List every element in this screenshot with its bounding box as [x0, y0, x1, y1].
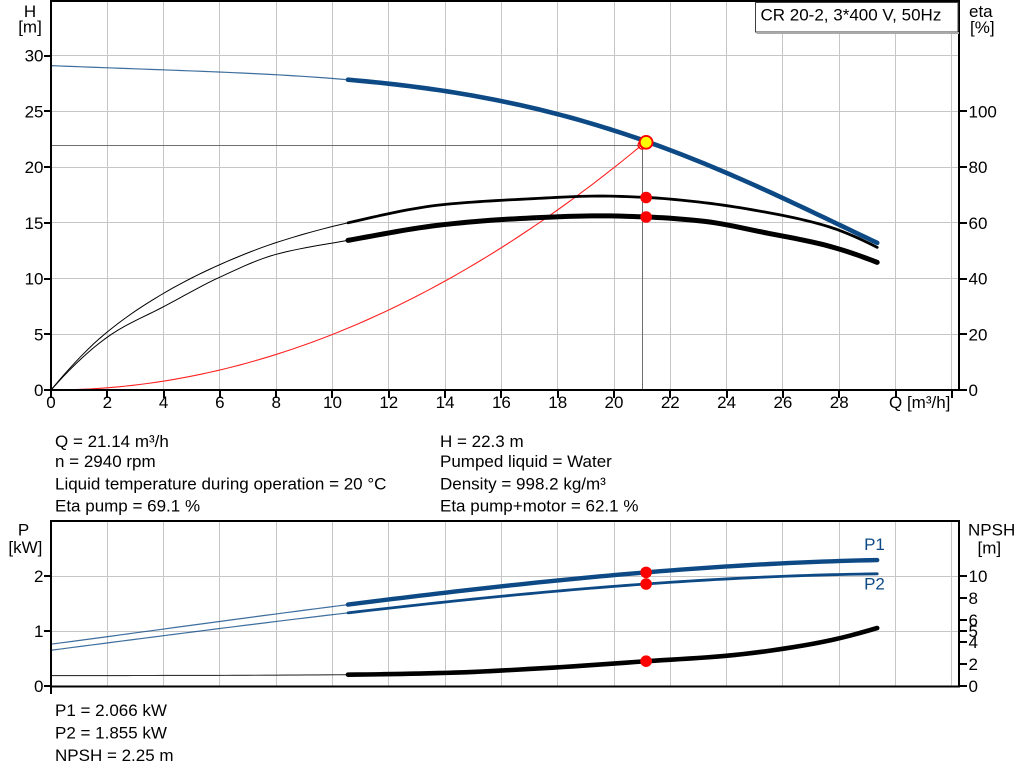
svg-text:25: 25 — [25, 102, 44, 121]
svg-text:H: H — [24, 2, 36, 21]
svg-text:6: 6 — [215, 393, 224, 412]
svg-text:0: 0 — [46, 393, 55, 412]
svg-text:P2: P2 — [864, 574, 885, 593]
svg-text:10: 10 — [323, 393, 342, 412]
svg-text:Q = 21.14 m³/h: Q = 21.14 m³/h — [55, 432, 169, 451]
svg-text:28: 28 — [830, 393, 849, 412]
svg-text:Pumped liquid = Water: Pumped liquid = Water — [440, 452, 612, 471]
svg-text:[m]: [m] — [978, 538, 1002, 557]
svg-text:8: 8 — [969, 589, 978, 608]
svg-text:4: 4 — [159, 393, 168, 412]
svg-text:30: 30 — [25, 47, 44, 66]
svg-text:20: 20 — [605, 393, 624, 412]
svg-text:15: 15 — [25, 214, 44, 233]
svg-text:10: 10 — [969, 567, 988, 586]
svg-text:[%]: [%] — [970, 18, 995, 37]
svg-text:[m]: [m] — [18, 18, 42, 37]
svg-text:4: 4 — [969, 633, 978, 652]
svg-text:20: 20 — [25, 158, 44, 177]
svg-text:22: 22 — [661, 393, 680, 412]
svg-text:10: 10 — [25, 270, 44, 289]
svg-text:n = 2940 rpm: n = 2940 rpm — [55, 452, 156, 471]
svg-text:24: 24 — [717, 393, 736, 412]
svg-text:P1 = 2.066 kW: P1 = 2.066 kW — [55, 701, 167, 720]
svg-text:18: 18 — [548, 393, 567, 412]
svg-text:CR 20-2, 3*400 V, 50Hz: CR 20-2, 3*400 V, 50Hz — [761, 6, 942, 25]
svg-text:16: 16 — [492, 393, 511, 412]
svg-text:60: 60 — [969, 214, 988, 233]
svg-text:1: 1 — [34, 622, 43, 641]
svg-text:12: 12 — [379, 393, 398, 412]
svg-text:6: 6 — [969, 611, 978, 630]
svg-text:2: 2 — [34, 567, 43, 586]
svg-text:20: 20 — [969, 325, 988, 344]
svg-text:Eta pump = 69.1 %: Eta pump = 69.1 % — [55, 496, 200, 515]
svg-text:0: 0 — [969, 677, 978, 696]
svg-text:0: 0 — [969, 381, 978, 400]
svg-text:5: 5 — [34, 325, 43, 344]
svg-text:26: 26 — [773, 393, 792, 412]
svg-text:Density = 998.2 kg/m³: Density = 998.2 kg/m³ — [440, 474, 606, 493]
svg-text:14: 14 — [436, 393, 455, 412]
svg-text:0: 0 — [34, 381, 43, 400]
svg-text:NPSH: NPSH — [968, 521, 1015, 540]
svg-text:0: 0 — [34, 677, 43, 696]
svg-text:5: 5 — [969, 622, 978, 641]
svg-text:Q [m³/h]: Q [m³/h] — [889, 393, 950, 412]
svg-text:8: 8 — [271, 393, 280, 412]
svg-text:40: 40 — [969, 270, 988, 289]
svg-text:P1: P1 — [864, 535, 885, 554]
svg-text:P: P — [18, 520, 29, 539]
svg-text:Eta pump+motor = 62.1 %: Eta pump+motor = 62.1 % — [440, 496, 638, 515]
svg-text:P2 = 1.855 kW: P2 = 1.855 kW — [55, 724, 167, 743]
svg-text:100: 100 — [969, 102, 997, 121]
svg-text:NPSH = 2.25 m: NPSH = 2.25 m — [55, 746, 174, 765]
svg-text:2: 2 — [103, 393, 112, 412]
svg-text:H = 22.3 m: H = 22.3 m — [440, 432, 524, 451]
svg-text:[kW]: [kW] — [8, 538, 42, 557]
svg-text:80: 80 — [969, 158, 988, 177]
svg-text:2: 2 — [969, 655, 978, 674]
svg-text:eta: eta — [969, 2, 993, 21]
svg-text:Liquid temperature during oper: Liquid temperature during operation = 20… — [55, 474, 386, 493]
